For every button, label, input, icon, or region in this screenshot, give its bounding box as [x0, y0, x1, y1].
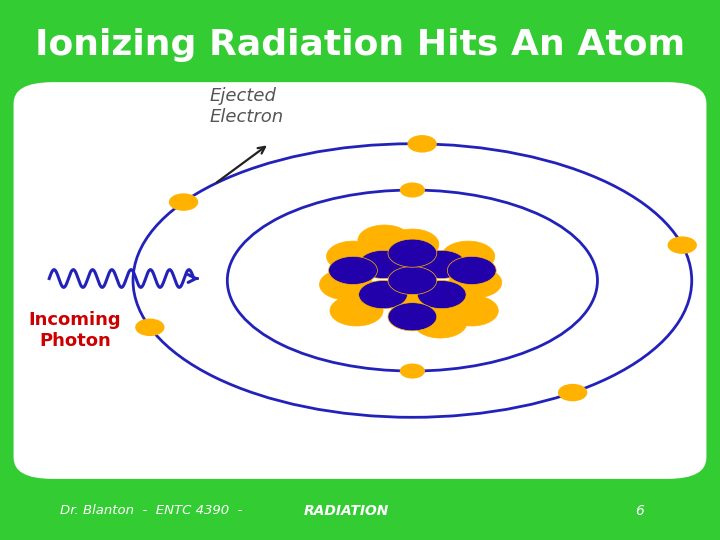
Circle shape	[388, 239, 437, 267]
Circle shape	[390, 287, 442, 318]
Circle shape	[326, 241, 379, 272]
Circle shape	[386, 257, 439, 288]
Circle shape	[136, 319, 164, 335]
FancyBboxPatch shape	[11, 488, 709, 534]
FancyBboxPatch shape	[11, 79, 709, 482]
Circle shape	[559, 384, 587, 401]
Circle shape	[408, 136, 436, 152]
Circle shape	[358, 225, 411, 255]
Circle shape	[445, 295, 498, 326]
Circle shape	[400, 364, 424, 378]
Circle shape	[359, 281, 408, 309]
Circle shape	[330, 295, 383, 326]
Circle shape	[170, 194, 197, 210]
Text: Ionizing Radiation Hits An Atom: Ionizing Radiation Hits An Atom	[35, 28, 685, 62]
FancyBboxPatch shape	[11, 11, 709, 78]
Text: Dr. Blanton  -  ENTC 4390  -: Dr. Blanton - ENTC 4390 -	[60, 504, 242, 517]
Circle shape	[328, 256, 377, 285]
Text: RADIATION: RADIATION	[303, 504, 389, 517]
Circle shape	[441, 241, 495, 272]
Circle shape	[418, 281, 466, 309]
Text: Ejected
Electron: Ejected Electron	[210, 87, 284, 126]
Circle shape	[400, 183, 424, 197]
Circle shape	[449, 267, 502, 298]
Circle shape	[668, 237, 696, 253]
Circle shape	[414, 307, 467, 338]
Circle shape	[320, 269, 372, 300]
Circle shape	[418, 251, 466, 279]
Circle shape	[359, 251, 408, 279]
Circle shape	[386, 229, 439, 260]
Text: 6: 6	[635, 504, 644, 517]
Circle shape	[388, 266, 437, 295]
Circle shape	[388, 303, 437, 331]
Text: Incoming
Photon: Incoming Photon	[29, 312, 122, 350]
Circle shape	[447, 256, 496, 285]
